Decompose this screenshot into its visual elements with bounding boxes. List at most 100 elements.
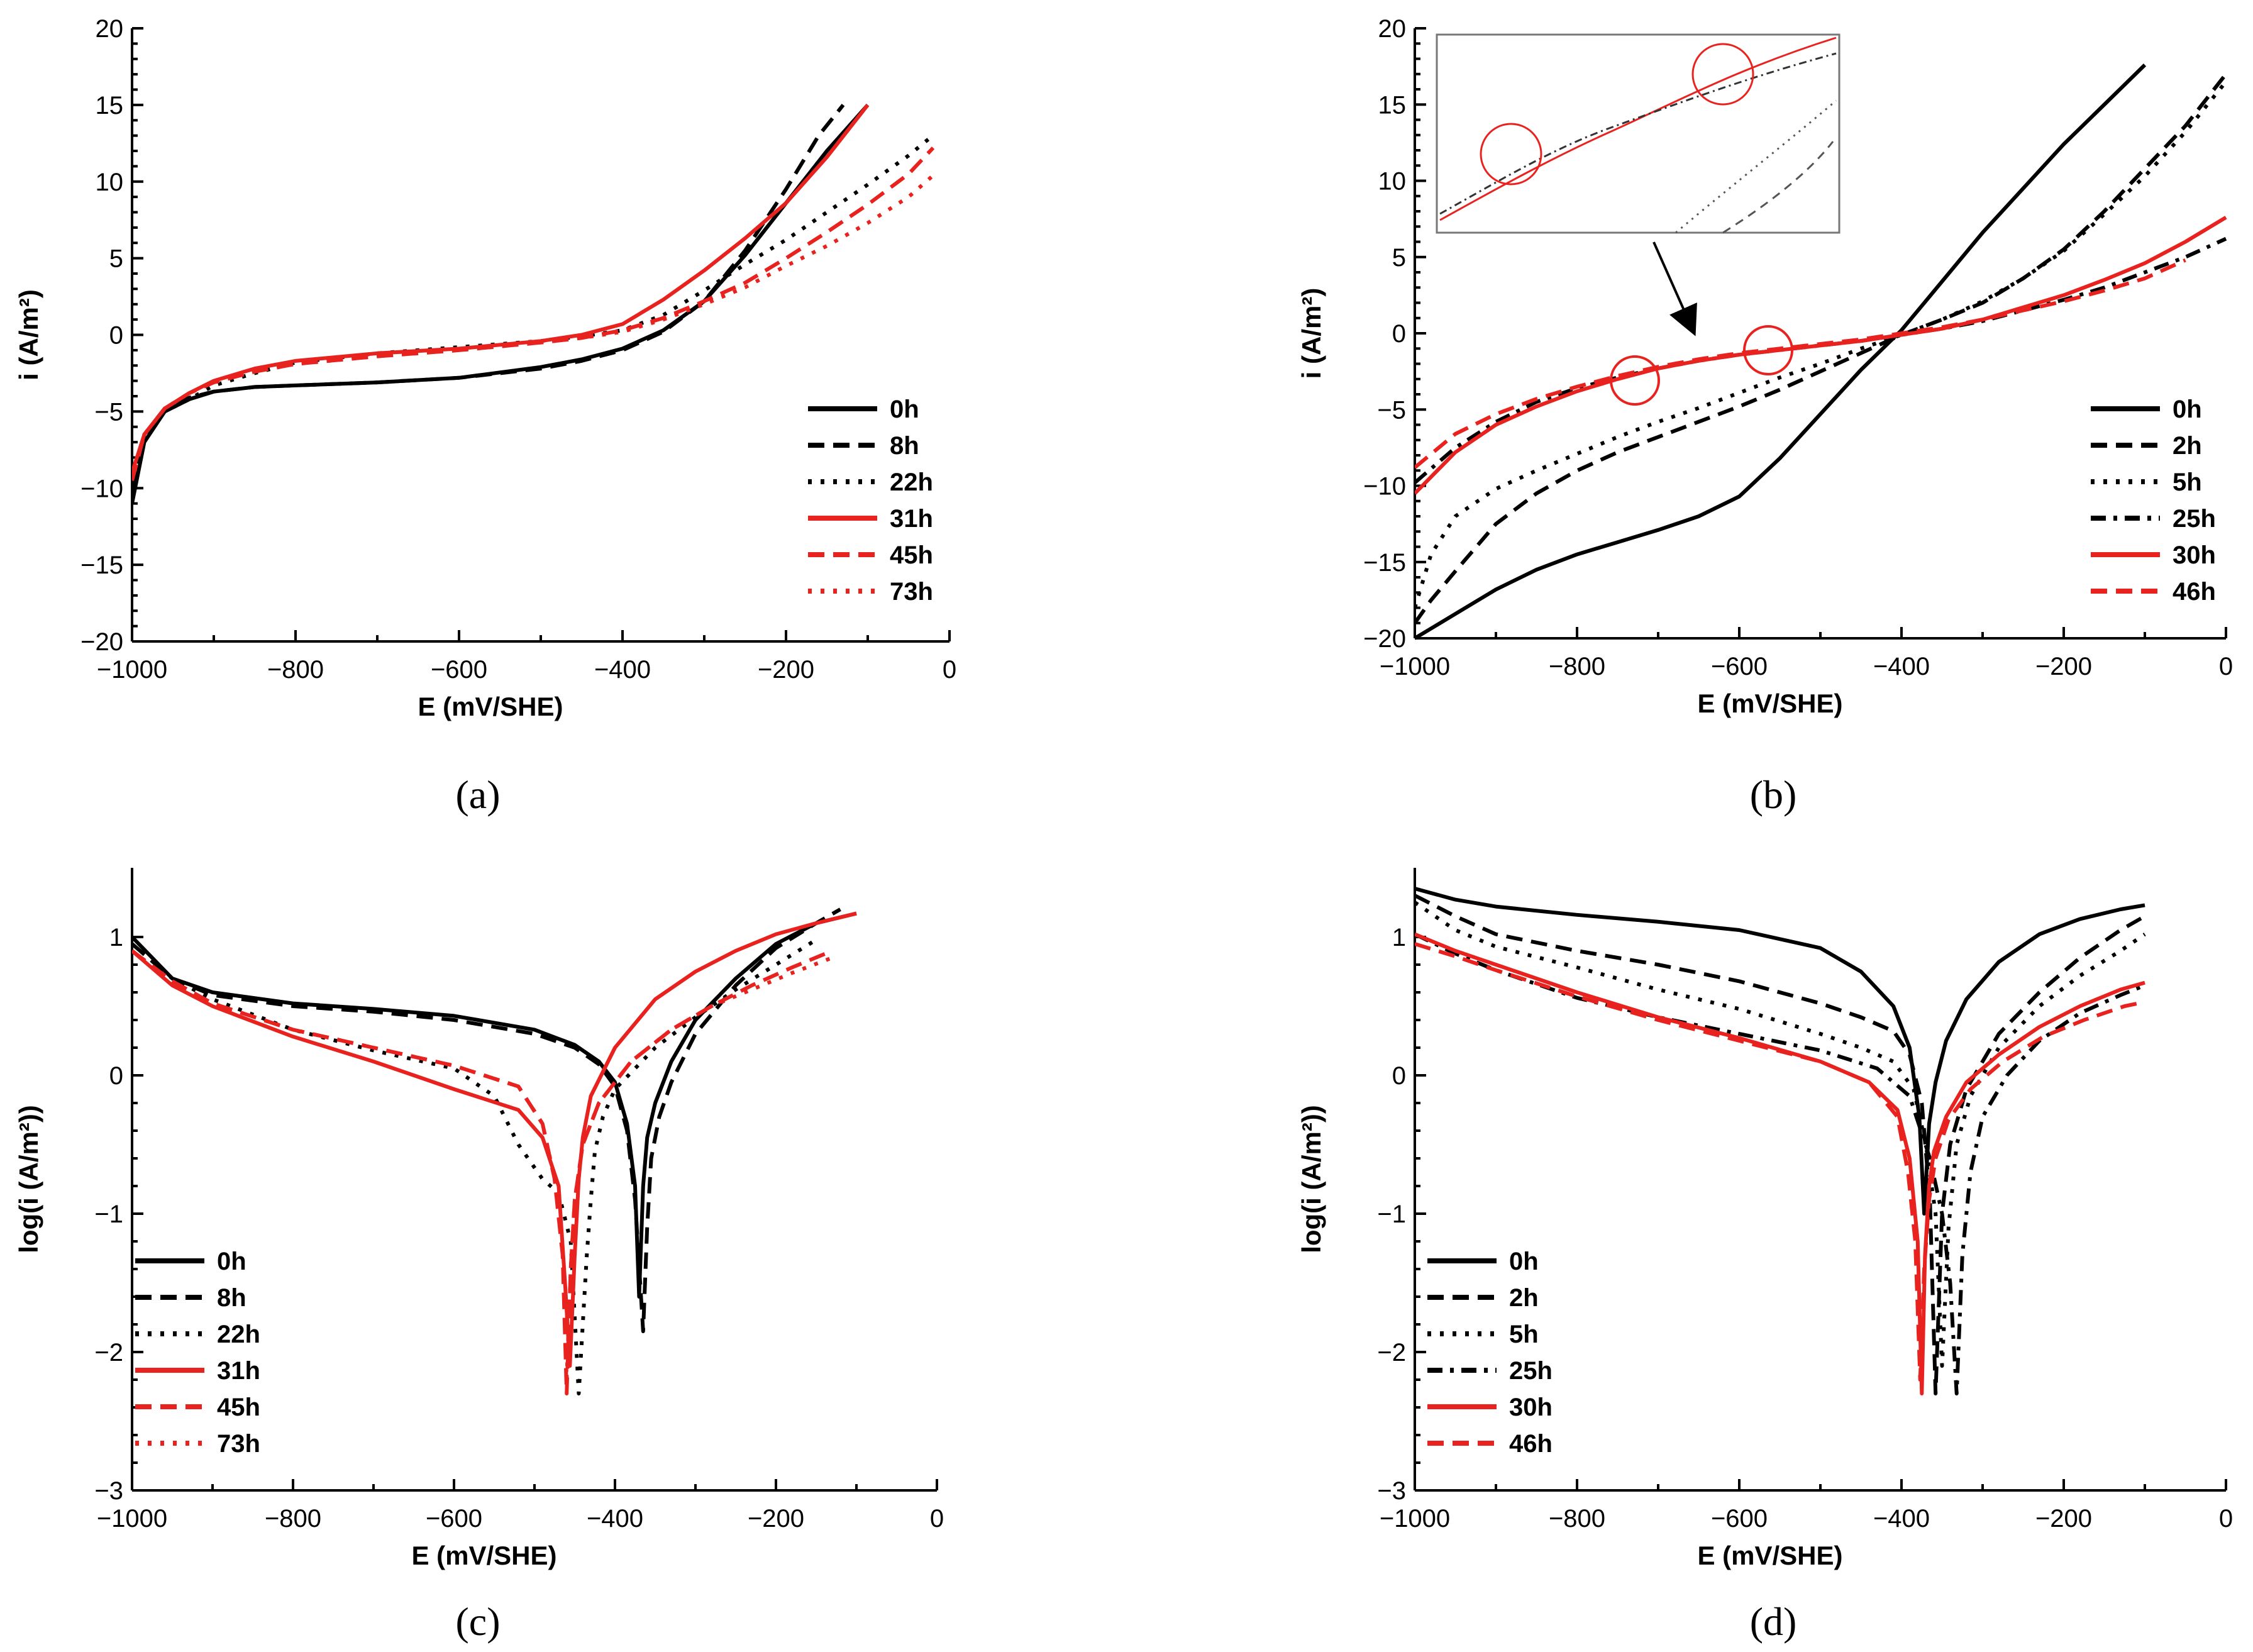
legend-label: 73h xyxy=(890,578,933,606)
x-tick-label: −600 xyxy=(426,1505,482,1533)
y-tick-label: 5 xyxy=(1392,244,1406,272)
legend-label: 31h xyxy=(217,1357,260,1385)
series-line-22h xyxy=(132,137,931,481)
x-tick-label: −800 xyxy=(1549,653,1605,680)
y-tick-label: −10 xyxy=(1363,473,1406,501)
legend-label: 30h xyxy=(1509,1394,1553,1421)
x-axis-title: E (mV/SHE) xyxy=(1697,1541,1842,1570)
series-line-22h xyxy=(132,938,817,1395)
panel-label: (a) xyxy=(455,772,500,817)
legend-label: 25h xyxy=(1509,1357,1553,1385)
series-line-25h xyxy=(1415,236,2227,484)
y-tick-label: 1 xyxy=(1392,924,1406,951)
legend-label: 8h xyxy=(217,1284,246,1312)
x-tick-label: −800 xyxy=(1549,1505,1605,1533)
series-line-30h xyxy=(1415,216,2227,495)
panel-label: (d) xyxy=(1750,1599,1797,1644)
x-tick-label: 0 xyxy=(930,1505,944,1533)
series-line-45h xyxy=(132,147,935,481)
x-tick-label: 0 xyxy=(943,656,956,684)
y-tick-label: −1 xyxy=(94,1200,123,1228)
x-tick-label: −200 xyxy=(758,656,814,684)
legend-label: 45h xyxy=(217,1394,260,1421)
x-axis-title: E (mV/SHE) xyxy=(418,692,563,721)
x-tick-label: −200 xyxy=(748,1505,804,1533)
x-axis-title: E (mV/SHE) xyxy=(411,1541,556,1570)
legend-label: 0h xyxy=(1509,1248,1539,1275)
highlight-circle xyxy=(1743,325,1793,375)
y-tick-label: −20 xyxy=(1363,625,1406,653)
x-tick-label: −200 xyxy=(2035,1505,2092,1533)
y-axis-title: log(i (A/m²)) xyxy=(1297,1105,1326,1253)
series-line-0h xyxy=(132,103,870,504)
y-tick-label: −3 xyxy=(94,1477,123,1505)
legend-label: 45h xyxy=(890,541,933,569)
x-tick-label: −400 xyxy=(1873,1505,1930,1533)
y-tick-label: −5 xyxy=(94,398,123,426)
x-tick-label: −400 xyxy=(594,656,651,684)
x-tick-label: −1000 xyxy=(1380,653,1450,680)
series-line-2h xyxy=(1415,72,2228,624)
legend-label: 30h xyxy=(2173,541,2216,569)
y-axis-title: i (A/m²) xyxy=(14,289,43,380)
x-axis-title: E (mV/SHE) xyxy=(1697,689,1842,718)
legend-label: 31h xyxy=(890,505,933,533)
y-tick-label: −15 xyxy=(1363,549,1406,577)
legend-label: 5h xyxy=(2173,468,2202,496)
legend-label: 46h xyxy=(1509,1430,1553,1458)
y-tick-label: 20 xyxy=(96,15,124,43)
highlight-circle xyxy=(1610,355,1660,406)
series-line-2h xyxy=(1415,894,2146,1395)
y-tick-label: −1 xyxy=(1377,1200,1406,1228)
inset-highlight-circle xyxy=(1691,43,1754,106)
x-tick-label: −400 xyxy=(1873,653,1930,680)
x-tick-label: −1000 xyxy=(1380,1505,1450,1533)
panel-label: (b) xyxy=(1750,772,1797,817)
y-axis-title: i (A/m²) xyxy=(1297,288,1326,379)
series-line-0h xyxy=(132,911,857,1299)
y-tick-label: −2 xyxy=(94,1339,123,1367)
legend-label: 0h xyxy=(890,396,919,423)
series-line-31h xyxy=(132,104,870,474)
y-tick-label: 0 xyxy=(1392,320,1406,348)
y-tick-label: 0 xyxy=(1392,1062,1406,1090)
y-tick-label: 5 xyxy=(109,245,123,273)
y-axis-title: log(i (A/m²)) xyxy=(14,1105,43,1253)
inset-dotted-line xyxy=(1675,99,1837,234)
legend-label: 2h xyxy=(2173,432,2202,460)
chart-panel-b: −1000 −800 −600 −400 −200 0 −20 −15 −10 −5 0 5 10 15 2… xyxy=(1297,15,2233,817)
y-tick-label: −3 xyxy=(1377,1477,1406,1505)
y-tick-label: 15 xyxy=(96,92,124,119)
x-tick-label: −600 xyxy=(1711,1505,1768,1533)
y-tick-label: −15 xyxy=(80,552,123,579)
series-line-45h xyxy=(132,949,833,1395)
y-tick-label: −10 xyxy=(80,475,123,502)
legend-label: 5h xyxy=(1509,1321,1539,1348)
y-tick-label: 0 xyxy=(109,1062,123,1090)
y-tick-label: −5 xyxy=(1377,396,1406,424)
y-tick-label: 1 xyxy=(109,924,123,951)
zoom-inset xyxy=(1436,33,1841,234)
panel-label: (c) xyxy=(455,1599,500,1644)
series-line-5h xyxy=(1415,80,2228,609)
x-tick-label: −600 xyxy=(431,656,487,684)
series-line-31h xyxy=(132,911,857,1368)
legend-label: 22h xyxy=(217,1321,260,1348)
legend-label: 22h xyxy=(890,468,933,496)
legend-label: 8h xyxy=(890,432,919,460)
x-tick-label: 0 xyxy=(2219,653,2233,680)
series-line-46h xyxy=(1415,942,2145,1382)
y-tick-label: 15 xyxy=(1378,91,1407,119)
y-tick-label: 10 xyxy=(96,169,124,196)
series-line-25h xyxy=(1415,932,2146,1395)
series-line-46h xyxy=(1415,258,2186,469)
chart-panel-c: −1000 −800 −600 −400 −200 0 −3 −2 −1 0 1 E (mV/SHE)… xyxy=(14,868,944,1644)
x-tick-label: −1000 xyxy=(97,656,167,684)
legend-label: 46h xyxy=(2173,578,2216,606)
x-tick-label: 0 xyxy=(2219,1505,2233,1533)
inset-highlight-circle xyxy=(1480,123,1542,186)
x-tick-label: −200 xyxy=(2035,653,2092,680)
series-line-0h xyxy=(1415,64,2147,640)
zoom-arrow xyxy=(1652,241,1697,336)
